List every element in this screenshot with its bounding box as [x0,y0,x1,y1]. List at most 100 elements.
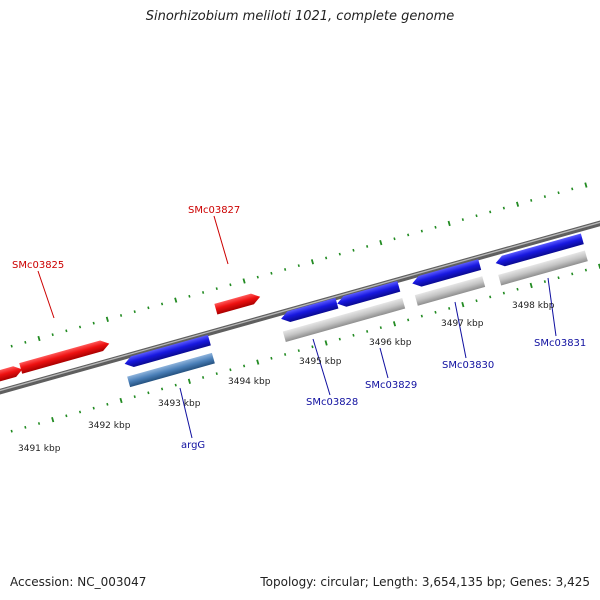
minor-tick [407,233,410,237]
gene-labels: SMc03825 SMc03827 argG SMc03828 SMc03829… [12,205,586,451]
cds-smc03828-3829[interactable] [282,297,406,343]
minor-tick [284,268,287,271]
minor-tick [242,364,246,368]
minor-tick [188,294,191,298]
leader-smc03827 [213,215,229,265]
minor-tick [270,271,273,275]
leader-smc03829 [379,347,389,379]
tick-label: 3496 kbp [369,338,412,348]
minor-tick [201,376,205,379]
major-tick [324,340,328,346]
gene-smc03830[interactable] [411,259,482,288]
gene-label-smc03828[interactable]: SMc03828 [306,397,358,408]
minor-tick [530,199,533,202]
gene-smc03828[interactable] [280,297,339,324]
gene-smc03831[interactable] [494,233,584,269]
minor-tick [475,299,478,303]
genome-summary-text: Topology: circular; Length: 3,654,135 bp… [260,575,590,589]
minor-tick [78,410,82,414]
gene-label-smc03827[interactable]: SMc03827 [188,205,240,216]
major-tick [584,182,588,188]
leader-smc03830 [454,301,467,359]
leader-smc03831 [547,277,557,337]
minor-tick [78,325,82,329]
major-tick [516,201,520,207]
minor-tick [51,333,54,337]
minor-tick [147,391,150,395]
cds-smc03831[interactable] [498,250,588,286]
minor-tick [543,195,546,199]
minor-tick [502,206,505,210]
minor-tick [393,237,396,241]
tick-label: 3494 kbp [228,377,271,387]
minor-tick [297,349,300,353]
genome-title: Sinorhizobium meliloti 1021, complete ge… [145,9,455,24]
minor-tick [24,425,27,429]
gene-argg[interactable] [123,334,211,369]
major-tick [174,297,178,303]
minor-tick [366,330,369,333]
gene-smc03825-left[interactable] [0,364,24,384]
tick-label: 3495 kbp [299,357,342,367]
minor-tick [338,337,341,341]
major-tick [461,301,465,308]
leader-smc03828 [312,338,331,396]
tick-label: 3493 kbp [158,399,201,409]
gene-smc03825[interactable] [19,338,111,374]
gene-smc03829[interactable] [336,281,401,309]
outer-tick-track [10,182,588,348]
minor-tick [420,314,423,318]
minor-tick [160,302,164,306]
tick-label: 3492 kbp [88,421,131,431]
major-tick [242,278,246,284]
minor-tick [215,372,218,376]
minor-tick [571,272,574,276]
minor-tick [461,218,464,222]
minor-tick [584,268,588,272]
cds-smc03830[interactable] [414,276,486,306]
minor-tick [133,395,136,399]
minor-tick [571,187,574,191]
major-tick [119,397,123,404]
minor-tick [434,310,437,314]
minor-tick [229,283,232,287]
gene-features [0,233,588,388]
cds-argg[interactable] [127,352,215,388]
minor-tick [10,344,13,348]
minor-tick [325,256,328,260]
leader-argg [179,387,193,439]
minor-tick [92,321,95,325]
minor-tick [10,429,13,433]
gene-label-smc03831[interactable]: SMc03831 [534,338,586,349]
gene-label-smc03830[interactable]: SMc03830 [442,360,494,371]
gene-smc03827[interactable] [214,291,261,315]
minor-tick [147,306,150,310]
minor-tick [24,340,27,344]
gene-label-smc03825[interactable]: SMc03825 [12,260,64,271]
minor-tick [106,402,109,406]
gene-label-argg[interactable]: argG [181,440,205,451]
minor-tick [37,422,41,425]
minor-tick [489,295,492,299]
minor-tick [434,225,437,229]
minor-tick [119,314,123,317]
minor-tick [338,252,341,256]
minor-tick [366,245,369,248]
minor-tick [65,414,68,418]
minor-tick [284,353,287,356]
major-tick [51,417,55,423]
major-tick [392,321,397,327]
minor-tick [420,229,423,233]
tick-label: 3497 kbp [441,319,484,329]
tick-label: 3498 kbp [512,301,555,311]
inner-tick-track [10,263,600,433]
label-leaders [37,215,557,439]
tick-label: 3491 kbp [18,444,61,454]
gene-label-smc03829[interactable]: SMc03829 [365,380,417,391]
minor-tick [311,345,314,349]
major-tick [447,220,451,227]
minor-tick [557,191,560,195]
tick-labels: 3491 kbp 3492 kbp 3493 kbp 3494 kbp 3495… [18,301,555,454]
minor-tick [270,356,273,360]
